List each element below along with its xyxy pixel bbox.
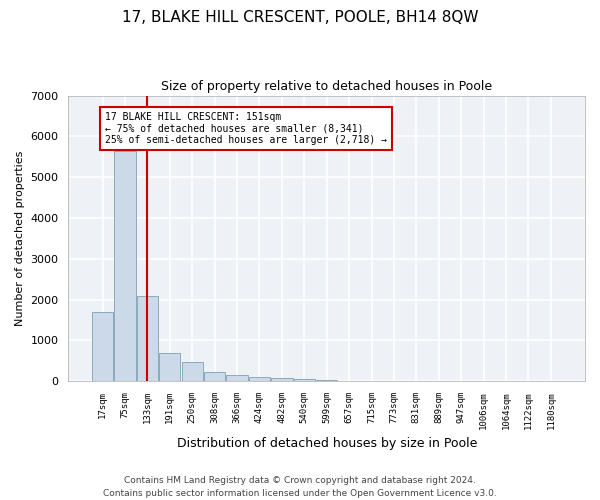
Title: Size of property relative to detached houses in Poole: Size of property relative to detached ho… (161, 80, 492, 93)
Bar (159, 352, 181, 382)
Bar (293, 380, 315, 382)
Bar (226, 375, 248, 382)
X-axis label: Distribution of detached houses by size in Poole: Distribution of detached houses by size … (176, 437, 477, 450)
Bar (115, 150, 136, 382)
Bar (182, 362, 203, 382)
Bar (316, 380, 337, 382)
Y-axis label: Number of detached properties: Number of detached properties (15, 151, 25, 326)
Bar (137, 296, 158, 382)
Bar (271, 378, 293, 382)
Text: Contains HM Land Registry data © Crown copyright and database right 2024.
Contai: Contains HM Land Registry data © Crown c… (103, 476, 497, 498)
Text: 17 BLAKE HILL CRESCENT: 151sqm
← 75% of detached houses are smaller (8,341)
25% : 17 BLAKE HILL CRESCENT: 151sqm ← 75% of … (105, 112, 387, 145)
Text: 17, BLAKE HILL CRESCENT, POOLE, BH14 8QW: 17, BLAKE HILL CRESCENT, POOLE, BH14 8QW (122, 10, 478, 25)
Bar (249, 377, 270, 382)
Bar (92, 312, 113, 382)
Bar (204, 372, 225, 382)
